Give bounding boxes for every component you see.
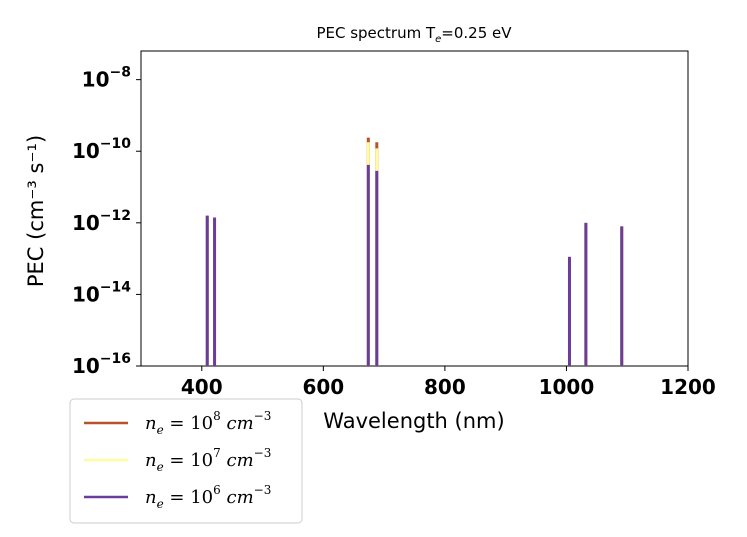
x-tick-label: 800 — [424, 375, 466, 399]
y-axis-ticks: 10−8 10−10 10−12 10−14 10−16 — [72, 65, 141, 378]
legend: ne = 108 cm−3 ne = 107 cm−3 ne = 106 cm−3 — [69, 398, 303, 524]
plot-area — [140, 50, 689, 367]
y-tick-label: 10−14 — [72, 279, 131, 306]
y-tick-label: 10−12 — [72, 208, 131, 235]
x-axis-label: Wavelength (nm) — [323, 409, 504, 433]
spectral-lines — [205, 137, 624, 366]
chart-title: PEC spectrum Te=0.25 eV — [316, 24, 512, 45]
x-tick-label: 400 — [181, 375, 223, 399]
legend-entries: ne = 108 cm−3 ne = 107 cm−3 ne = 106 cm−3 — [84, 409, 271, 511]
x-tick-label: 1000 — [539, 375, 595, 399]
legend-box — [69, 398, 303, 524]
legend-label: ne = 108 cm−3 — [145, 409, 271, 437]
x-tick-label: 1200 — [660, 375, 716, 399]
legend-label: ne = 106 cm−3 — [145, 483, 271, 511]
y-tick-label: 10−16 — [72, 351, 131, 378]
legend-label: ne = 107 cm−3 — [145, 446, 271, 474]
x-axis-ticks: 400 600 800 1000 1200 — [181, 366, 716, 399]
y-axis-label: PEC (cm⁻³ s⁻¹) — [24, 135, 48, 287]
y-tick-label: 10−10 — [72, 136, 131, 163]
y-tick-label: 10−8 — [82, 65, 131, 92]
x-tick-label: 600 — [302, 375, 344, 399]
